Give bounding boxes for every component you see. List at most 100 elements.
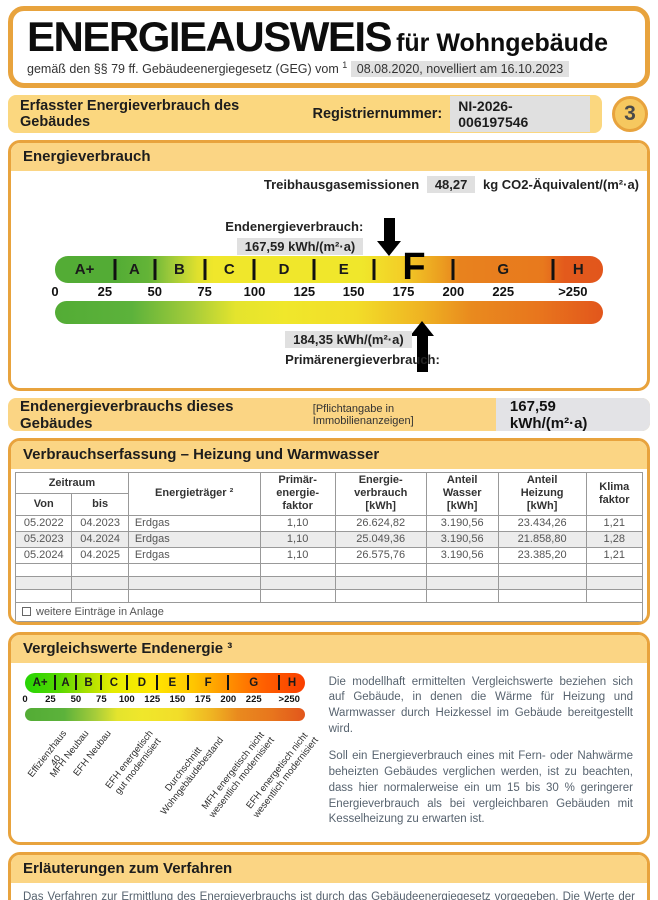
cell-von: 05.2024 [14,546,73,564]
cell-wasser: 3.190,56 [425,546,499,564]
cell-klima: 1,21 [585,546,644,564]
section-energieverbrauch: Energieverbrauch Treibhausgasemissionen … [8,140,650,391]
class-label-b: B [173,260,185,278]
scale-divider [252,259,256,280]
class-label-e: E [168,676,177,689]
col-header-von: Von [14,493,73,516]
class-label-f-rating: F [402,245,426,288]
cell-traeger: Erdgas [127,514,261,532]
marker-label: EFH energetisch gut modernisiert [103,727,164,796]
endenergie-highlight-bar: Endenergieverbrauchs dieses Gebäudes [Pf… [8,398,650,431]
endenergie-bar-title: Endenergieverbrauchs dieses Gebäudes [20,398,234,431]
scale-divider [203,259,207,280]
scale-divider [312,259,316,280]
explanation-text: Das Verfahren zur Ermittlung des Energie… [23,890,635,900]
comparison-class-bar: A+ A B C D E F G H [25,672,305,693]
scale-divider [372,259,376,280]
cell-traeger: Erdgas [127,530,261,548]
scale-divider [54,674,57,691]
scale-tick: >250 [278,693,300,705]
scale-tick: 25 [97,284,113,299]
page-number-badge: 3 [612,96,648,132]
class-label-f: F [204,676,212,689]
section-title-erlaeuterungen: Erläuterungen zum Verfahren [11,854,647,883]
topbar: Erfasster Energieverbrauch des Gebäudes … [8,95,602,133]
class-label-c: C [223,260,235,278]
scale-tick: 175 [194,693,211,705]
scale-divider [153,259,157,280]
more-entries-checkbox[interactable] [22,606,31,616]
cell-verbrauch: 25.049,36 [334,530,427,548]
class-label-h: H [287,676,297,689]
col-header-pef: Primär- energie- faktor [259,472,336,516]
table-row-empty [14,575,644,590]
col-header-wasser: Anteil Wasser [kWh] [425,472,499,516]
ghg-label: Treibhausgasemissionen [263,177,420,192]
col-header-klima: Klima faktor [585,472,644,516]
scale-tick: >250 [558,284,588,299]
endenergie-bar-value: 167,59 kWh/(m²·a) [495,398,650,431]
scale-tick: 200 [220,693,237,705]
scale-tick: 50 [147,284,162,299]
scale-divider [74,674,77,691]
cell-bis: 04.2025 [71,546,129,564]
cell-wasser: 3.190,56 [425,530,499,548]
cell-von: 05.2022 [14,514,73,532]
scale-divider [186,674,189,691]
energy-scale: Endenergieverbrauch: 167,59 kWh/(m²·a) [11,198,647,388]
primaerenergie-annotation: 184,35 kWh/(m²·a) Primärenergieverbrauch… [285,331,440,367]
table-row: 05.2023 04.2024 Erdgas 1,10 25.049,36 3.… [14,530,644,548]
law-reference: gemäß den §§ 79 ff. Gebäudeenergiegesetz… [27,60,631,78]
col-header-heizung: Anteil Heizung [kWh] [497,472,587,516]
class-label-c: C [109,676,119,689]
law-footnote-marker: 1 [342,60,348,71]
comparison-paragraph-1: Die modellhaft ermittelten Vergleichswer… [328,675,633,736]
scale-divider [113,259,117,280]
cell-pef: 1,10 [259,546,336,564]
cell-klima: 1,21 [585,514,644,532]
cell-pef: 1,10 [259,530,336,548]
endenergie-label: Endenergieverbrauch: [225,219,364,234]
endenergie-value: 167,59 kWh/(m²·a) [236,238,364,255]
scale-divider [100,674,103,691]
cell-traeger: Erdgas [127,546,261,564]
col-header-zeitraum: Zeitraum [15,471,129,495]
comparison-scale: A+ A B C D E F G H 0 25 50 75 [22,672,321,840]
endenergie-bar-note: [Pflichtangabe in Immobilienanzeigen] [312,402,414,427]
comparison-paragraph-2: Soll ein Energieverbrauch eines mit Fern… [328,750,633,826]
topbar-title: Erfasster Energieverbrauch des Gebäudes [20,98,240,130]
comparison-scale-ticks: 0 25 50 75 100 125 150 175 200 225 >250 [22,693,305,706]
cell-heizung: 23.385,20 [497,546,587,564]
class-label-aplus: A+ [32,676,48,689]
class-label-a: A [61,676,70,689]
scale-tick: 125 [293,284,316,299]
scale-divider [125,674,128,691]
table-row: 05.2022 04.2023 Erdgas 1,10 26.624,82 3.… [14,514,644,532]
table-row: 05.2024 04.2025 Erdgas 1,10 26.575,76 3.… [14,546,644,564]
ghg-value: 48,27 [426,176,476,193]
cell-heizung: 23.434,26 [497,514,587,532]
class-label-d: D [137,676,147,689]
scale-tick: 100 [243,284,266,299]
table-row-empty [14,562,644,577]
ghg-emissions-row: Treibhausgasemissionen 48,27 kg CO2-Äqui… [11,176,647,198]
section-erlaeuterungen: Erläuterungen zum Verfahren Das Verfahre… [8,851,650,900]
cell-heizung: 21.858,80 [497,530,587,548]
section-title-vergleichswerte: Vergleichswerte Endenergie ³ [11,634,647,663]
efficiency-class-bar: A+ A B C D E F G H [55,245,603,287]
scale-tick: 150 [342,284,365,299]
cell-bis: 04.2023 [71,514,129,532]
cell-verbrauch: 26.624,82 [334,514,427,532]
cell-bis: 04.2024 [71,530,129,548]
section-vergleichswerte: Vergleichswerte Endenergie ³ A+ A [8,631,650,845]
cell-pef: 1,10 [259,514,336,532]
class-label-b: B [84,676,93,689]
scale-tick: 175 [392,284,415,299]
primary-energy-gradient-bar [55,301,603,324]
primaerenergie-value: 184,35 kWh/(m²·a) [285,331,412,348]
procedure-explanation: Das Verfahren zur Ermittlung des Energie… [11,883,647,900]
col-header-energietraeger: Energieträger ² [127,472,261,516]
section-verbrauchserfassung: Verbrauchserfassung – Heizung und Warmwa… [8,438,650,625]
scale-tick: 25 [45,693,56,705]
